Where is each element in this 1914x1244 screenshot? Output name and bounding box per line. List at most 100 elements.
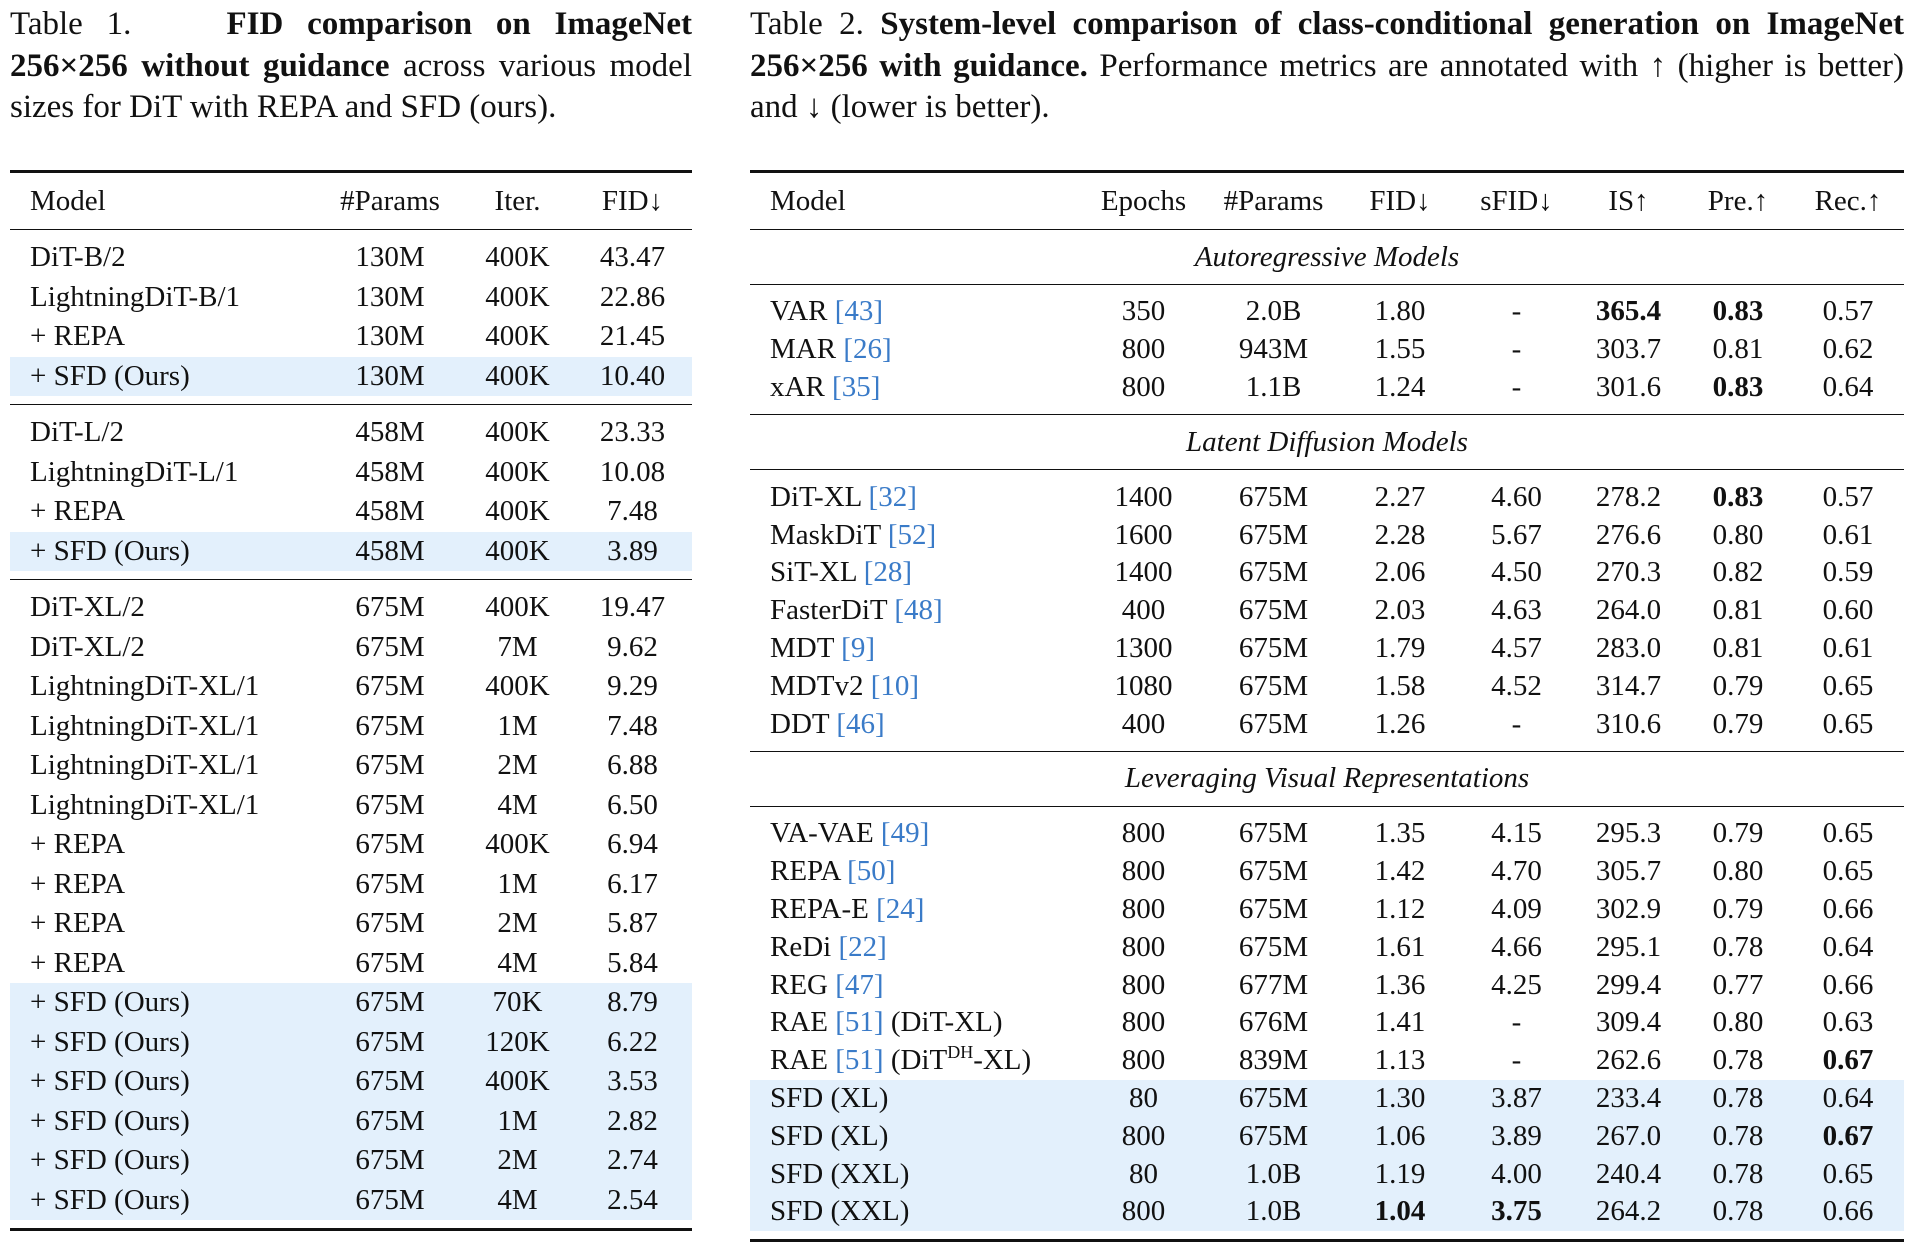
value-cell: 675M [355, 1144, 425, 1177]
value-cell: 6.50 [607, 788, 658, 821]
model-cell: ReDi [22] [750, 931, 1080, 964]
value-cell: 2.54 [607, 1183, 658, 1216]
value-cell: 400 [1121, 707, 1166, 740]
citation-link[interactable]: [51] [835, 1006, 884, 1039]
table-row: MAR [26] 800 943M 1.55 - 303.7 0.81 0.62 [750, 331, 1904, 369]
value-cell: 1300 [1114, 631, 1173, 664]
citation-link[interactable]: [51] [835, 1044, 884, 1077]
table-row: VAR [43] 350 2.0B 1.80 - 365.4 0.83 0.57 [750, 293, 1904, 331]
value-cell: 278.2 [1595, 480, 1662, 513]
value-cell: 2.28 [1374, 518, 1426, 551]
value-cell: 9.29 [607, 670, 658, 703]
value-cell: 23.33 [599, 416, 666, 449]
table-group: DiT-XL [32] 1400 675M 2.27 4.60 278.2 0.83 0.57… [750, 469, 1904, 751]
model-name: ReDi [770, 930, 839, 963]
citation-link[interactable]: [43] [834, 295, 884, 328]
citation-link[interactable]: [48] [894, 594, 943, 627]
value-cell: 0.65 [1822, 817, 1874, 850]
value-cell: 0.57 [1822, 480, 1874, 513]
column-header: FID↓ [1369, 184, 1431, 217]
value-cell: 800 [1121, 968, 1166, 1001]
citation-link[interactable]: [32] [868, 480, 917, 513]
value-cell: 309.4 [1595, 1006, 1662, 1039]
table-row: LightningDiT-XL/1 675M 1M 7.48 [10, 707, 692, 747]
value-cell: 43.47 [599, 241, 666, 274]
value-cell: 675M [1238, 556, 1309, 589]
table-row: RAE [51] (DiTDH-XL) 800 839M 1.13 - 262.6 0.78… [750, 1042, 1904, 1080]
value-cell: 22.86 [599, 280, 666, 313]
value-cell: 2.03 [1374, 594, 1426, 627]
value-cell: 10.08 [599, 455, 666, 488]
model-name: SFD (XXL) [770, 1195, 910, 1228]
model-name: SFD (XL) [770, 1081, 889, 1114]
bottom-rule [10, 1228, 692, 1231]
value-cell: 130M [355, 241, 425, 274]
table-header-row: Model #Params Iter. FID↓ [10, 173, 692, 229]
model-name: SFD (XXL) [770, 1157, 910, 1190]
citation-link[interactable]: [50] [847, 855, 896, 888]
citation-link[interactable]: [10] [870, 669, 920, 702]
table-row: + SFD (Ours) 675M 1M 2.82 [10, 1101, 692, 1141]
value-cell: 1.24 [1374, 370, 1426, 403]
model-cell: + SFD (Ours) [30, 359, 190, 392]
value-cell: 4.00 [1491, 1157, 1542, 1190]
model-cell: + REPA [30, 946, 126, 979]
value-cell: 1.79 [1374, 631, 1426, 664]
value-cell: 675M [1238, 817, 1309, 850]
table-row: MaskDiT [52] 1600 675M 2.28 5.67 276.6 0.80 0.6… [750, 516, 1904, 554]
table-row: + SFD (Ours) 458M 400K 3.89 [10, 531, 692, 571]
model-cell: REG [47] [750, 969, 1080, 1002]
value-cell: 800 [1121, 370, 1166, 403]
value-cell: 400K [485, 416, 550, 449]
value-cell: 310.6 [1595, 707, 1662, 740]
value-cell: 675M [1238, 892, 1309, 925]
value-cell: 0.64 [1822, 370, 1874, 403]
value-cell: 0.78 [1712, 1195, 1764, 1228]
value-cell: 5.87 [607, 907, 658, 940]
value-cell: 400K [485, 591, 550, 624]
value-cell: 1.80 [1374, 295, 1426, 328]
value-cell: 0.80 [1712, 1006, 1764, 1039]
citation-link[interactable]: [28] [863, 556, 913, 589]
column-header: Pre.↑ [1707, 184, 1769, 217]
citation-link[interactable]: [47] [835, 968, 884, 1001]
citation-link[interactable]: [26] [843, 333, 892, 366]
citation-link[interactable]: [46] [836, 707, 885, 740]
model-cell: + SFD (Ours) [30, 1104, 190, 1137]
value-cell: 0.78 [1712, 1157, 1764, 1190]
value-cell: 1.19 [1374, 1157, 1426, 1190]
value-cell: 1.0B [1245, 1195, 1302, 1228]
caption-text: Performance metrics are annotated with ↑… [750, 47, 1904, 126]
citation-link[interactable]: [49] [880, 817, 930, 850]
citation-link[interactable]: [22] [838, 930, 887, 963]
column-header: #Params [340, 184, 440, 217]
model-cell: DiT-L/2 [30, 416, 124, 449]
value-cell: 0.61 [1822, 518, 1874, 551]
value-cell: 400K [485, 241, 550, 274]
model-cell: + REPA [30, 320, 126, 353]
table-row: SFD (XXL) 80 1.0B 1.19 4.00 240.4 0.78 0.65 [750, 1155, 1904, 1193]
table-row: REPA [50] 800 675M 1.42 4.70 305.7 0.80 0.65 [750, 853, 1904, 891]
citation-link[interactable]: [9] [841, 631, 875, 664]
value-cell: 2M [497, 1144, 538, 1177]
value-cell: - [1511, 370, 1522, 403]
column-header: Model [30, 184, 106, 217]
value-cell: 400K [485, 455, 550, 488]
citation-link[interactable]: [24] [876, 892, 925, 925]
model-cell: LightningDiT-XL/1 [30, 749, 260, 782]
value-cell: 4.66 [1491, 930, 1542, 963]
citation-link[interactable]: [52] [887, 518, 937, 551]
value-cell: 2.27 [1374, 480, 1426, 513]
value-cell: 675M [1238, 707, 1309, 740]
column-header: Iter. [494, 184, 541, 217]
value-cell: 675M [355, 1183, 425, 1216]
value-cell: 1.06 [1374, 1119, 1426, 1152]
citation-link[interactable]: [35] [832, 370, 881, 403]
value-cell: 458M [355, 455, 425, 488]
value-cell: 0.80 [1712, 855, 1764, 888]
model-name: MDT [770, 631, 842, 664]
value-cell: 0.65 [1822, 707, 1874, 740]
value-cell: 0.78 [1712, 930, 1764, 963]
model-name: REG [770, 968, 836, 1001]
table-row: + SFD (Ours) 675M 400K 3.53 [10, 1062, 692, 1102]
